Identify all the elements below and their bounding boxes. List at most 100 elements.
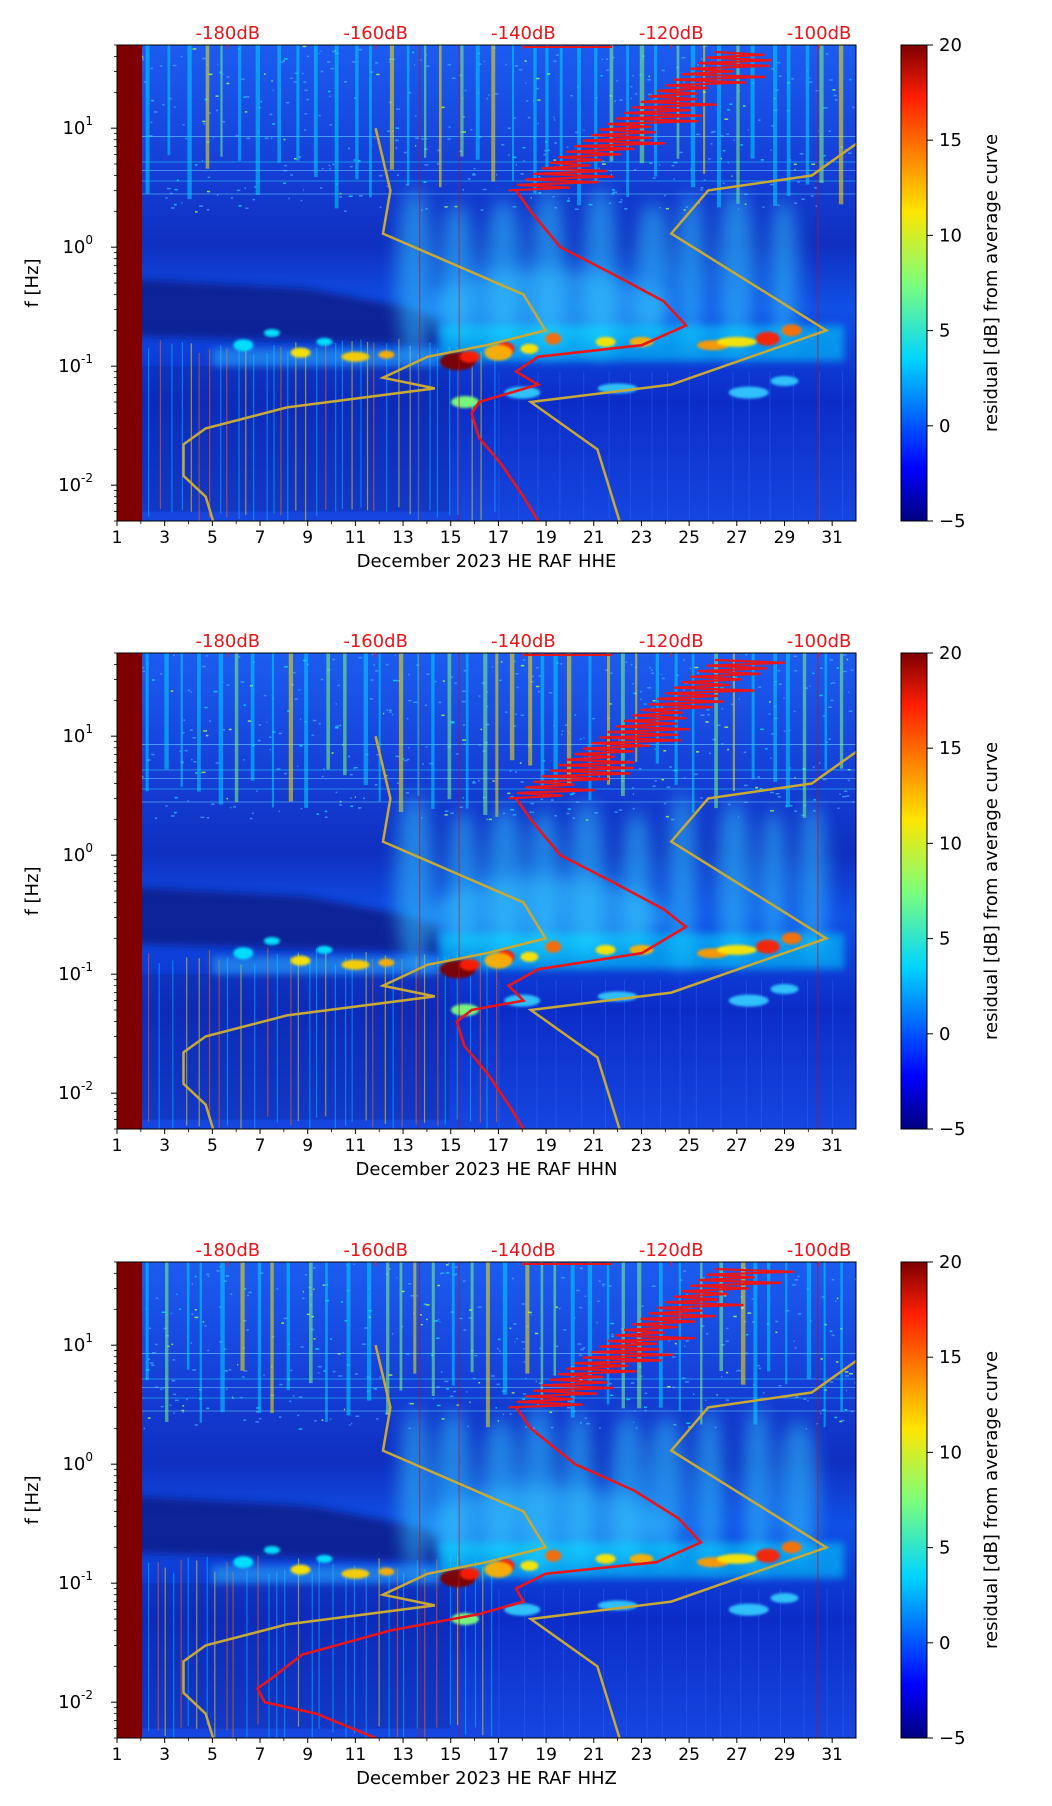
noise-speckle xyxy=(300,807,303,810)
y-tick-base: 10 xyxy=(62,1454,85,1475)
noise-speckle xyxy=(332,50,336,53)
noise-speckle xyxy=(580,738,582,740)
x-tick-label: 25 xyxy=(678,1745,700,1765)
lowfreq-streak xyxy=(695,979,697,1129)
noise-speckle xyxy=(486,705,489,708)
noise-speckle xyxy=(611,1335,615,1338)
noise-speckle xyxy=(173,106,176,108)
noise-speckle xyxy=(710,143,713,145)
noise-speckle xyxy=(420,1323,423,1326)
noise-speckle xyxy=(156,1297,159,1300)
noise-speckle xyxy=(514,65,519,67)
lowfreq-streak xyxy=(646,1588,648,1738)
transient-streak xyxy=(167,45,171,156)
noise-speckle xyxy=(836,1297,839,1300)
noise-speckle xyxy=(488,94,490,96)
lowfreq-streak xyxy=(803,1588,805,1738)
noise-speckle xyxy=(252,812,254,815)
noise-speckle xyxy=(733,139,735,141)
noise-speckle xyxy=(527,116,531,119)
noise-speckle xyxy=(846,795,850,797)
lowfreq-streak xyxy=(707,371,709,521)
noise-speckle xyxy=(299,744,303,747)
noise-speckle xyxy=(727,161,729,164)
quiet-band xyxy=(117,278,439,346)
noise-speckle xyxy=(685,1262,687,1264)
noise-speckle xyxy=(669,766,673,768)
y-tick-label: 10-2 xyxy=(58,471,93,496)
transient-streak xyxy=(528,653,533,766)
noise-speckle xyxy=(775,1331,778,1334)
noise-speckle xyxy=(426,673,430,675)
transient-streak xyxy=(145,45,150,194)
y-axis-label: f [Hz] xyxy=(22,866,43,915)
noise-speckle xyxy=(407,747,410,749)
noise-speckle xyxy=(477,1306,482,1308)
quiet-band xyxy=(117,886,439,954)
noise-speckle xyxy=(228,1369,232,1371)
x-tick-label: 13 xyxy=(392,528,414,548)
noise-speckle xyxy=(496,1347,499,1350)
noise-speckle xyxy=(374,137,376,139)
microseism-plume xyxy=(768,199,799,349)
lowfreq-streak xyxy=(366,341,369,511)
noise-speckle xyxy=(354,766,358,769)
noise-speckle xyxy=(170,207,175,209)
colorbar: −5 0 5 10 15 20 residual [dB] from average cur… xyxy=(900,643,1002,1140)
lowfreq-streak xyxy=(246,1570,248,1738)
average-psd-curve xyxy=(255,1406,703,1738)
noise-speckle xyxy=(321,167,324,170)
transient-streak xyxy=(386,1262,390,1415)
lowfreq-streak xyxy=(482,1566,484,1736)
noise-speckle xyxy=(843,790,848,792)
noise-speckle xyxy=(182,124,185,126)
noise-speckle xyxy=(415,115,417,118)
noise-speckle xyxy=(648,75,650,78)
noise-speckle xyxy=(354,1373,359,1375)
noise-speckle xyxy=(170,815,175,817)
noise-speckle xyxy=(462,131,466,133)
noise-speckle xyxy=(702,1276,705,1279)
lowfreq-streak xyxy=(240,964,242,1129)
noise-speckle xyxy=(765,747,768,750)
noise-speckle xyxy=(408,1402,411,1405)
noise-speckle xyxy=(648,162,653,165)
noise-speckle xyxy=(444,810,449,813)
noise-speckle xyxy=(599,1427,601,1429)
lowfreq-streak xyxy=(625,1588,627,1738)
lowfreq-streak xyxy=(273,345,275,514)
noise-speckle xyxy=(148,1327,151,1330)
noise-speckle xyxy=(183,719,186,721)
lowfreq-streak xyxy=(429,342,431,511)
colorbar-tick-label: 5 xyxy=(939,1538,950,1559)
high-noise-model-curve xyxy=(527,750,856,1129)
transient-streak xyxy=(164,653,169,770)
noise-speckle xyxy=(441,106,445,109)
noise-speckle xyxy=(822,778,827,781)
noise-speckle xyxy=(330,1418,332,1420)
noise-speckle xyxy=(815,205,818,207)
transient-streak xyxy=(740,1262,746,1385)
noise-speckle xyxy=(269,736,272,738)
noise-speckle xyxy=(423,181,427,183)
lowfreq-streak xyxy=(226,1561,228,1731)
noise-speckle xyxy=(537,122,539,125)
noise-speckle xyxy=(351,1422,353,1425)
y-tick-exponent: -2 xyxy=(81,1688,93,1702)
transient-streak xyxy=(234,653,239,803)
noise-speckle xyxy=(535,1380,538,1383)
average-psd-curve-hf xyxy=(508,50,772,192)
noise-speckle xyxy=(843,654,847,656)
noise-speckle xyxy=(618,739,621,741)
microseism-plume xyxy=(742,1407,774,1574)
noise-speckle xyxy=(204,706,208,709)
transient-streak xyxy=(406,45,410,185)
noise-speckle xyxy=(844,1371,849,1373)
spectrogram-hhe xyxy=(117,45,856,521)
lowfreq-streak xyxy=(284,1569,286,1738)
noise-speckle xyxy=(338,1375,343,1377)
microseism-hotspot xyxy=(233,947,254,960)
noise-speckle xyxy=(284,164,287,167)
noise-speckle xyxy=(243,704,246,706)
noise-speckle xyxy=(654,748,656,750)
